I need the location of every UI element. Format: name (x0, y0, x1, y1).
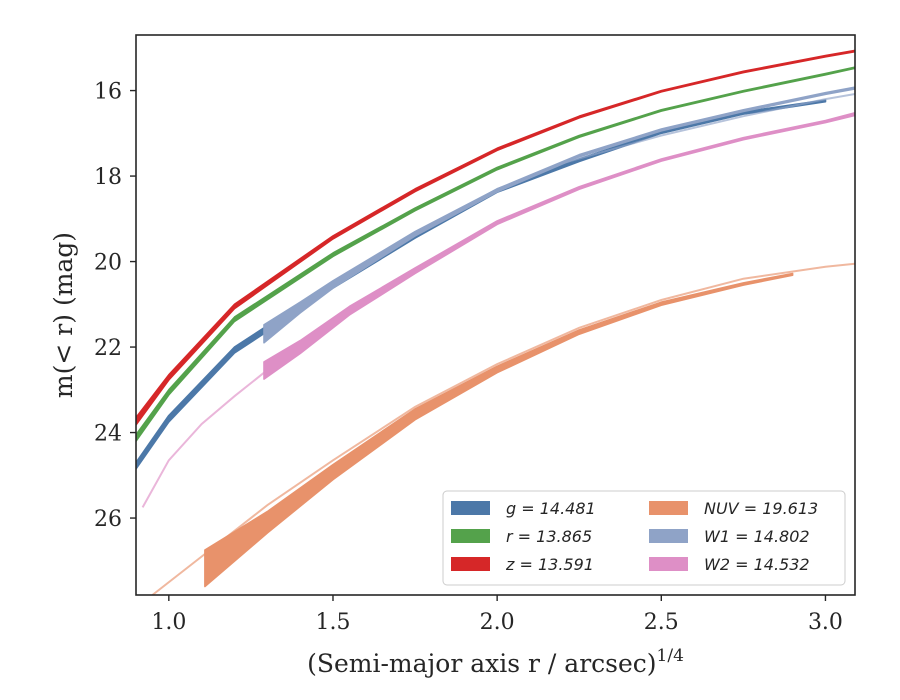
nuv-legend-label: NUV = 19.613 (704, 499, 818, 518)
plot-area (136, 49, 855, 595)
w1-legend-label: W1 = 14.802 (704, 527, 810, 546)
x-axis-title: (Semi-major axis r / arcsec)1/4 (307, 646, 684, 678)
nuv-legend-swatch (649, 501, 688, 515)
x-tick-label: 1.0 (151, 610, 186, 635)
g-legend-swatch (451, 501, 490, 515)
y-tick-label: 18 (94, 165, 122, 190)
y-tick-label: 26 (94, 507, 122, 532)
axis-ticks: 1.0 1.5 2.0 2.5 3.0 16 18 20 22 24 26 (94, 80, 843, 635)
z-series-band (136, 49, 855, 426)
w1-series-line (562, 93, 855, 165)
z-legend-swatch (451, 557, 490, 571)
w2-legend-label: W2 = 14.532 (704, 555, 810, 574)
y-tick-label: 22 (94, 336, 122, 361)
legend: g = 14.481 r = 13.865 z = 13.591 NUV = 19.6… (442, 490, 846, 586)
y-axis-title: m(< r) (mag) (49, 232, 78, 398)
g-legend-label: g = 14.481 (506, 499, 596, 518)
nuv-series-band (204, 272, 794, 588)
r-series-band (136, 66, 855, 442)
x-tick-label: 1.5 (315, 610, 350, 635)
x-axis-title-main: (Semi-major axis r / arcsec) (307, 649, 656, 678)
x-tick-label: 2.0 (480, 610, 515, 635)
y-tick-label: 20 (94, 251, 122, 276)
w1-series-band (263, 86, 855, 344)
w2-series-band (263, 112, 855, 380)
w2-series-line (141, 371, 265, 508)
x-tick-label: 3.0 (808, 610, 843, 635)
legend-box (442, 490, 846, 586)
x-axis-title-exponent: 1/4 (657, 646, 684, 666)
w1-legend-swatch (649, 529, 688, 543)
r-legend-label: r = 13.865 (506, 527, 592, 546)
z-legend-label: z = 13.591 (505, 555, 594, 574)
nuv-series-line (151, 262, 855, 595)
axes-frame (135, 34, 856, 596)
x-tick-label: 2.5 (644, 610, 679, 635)
y-tick-label: 16 (94, 80, 122, 105)
w2-legend-swatch (649, 557, 688, 571)
r-legend-swatch (451, 529, 490, 543)
y-tick-label: 24 (94, 422, 122, 447)
